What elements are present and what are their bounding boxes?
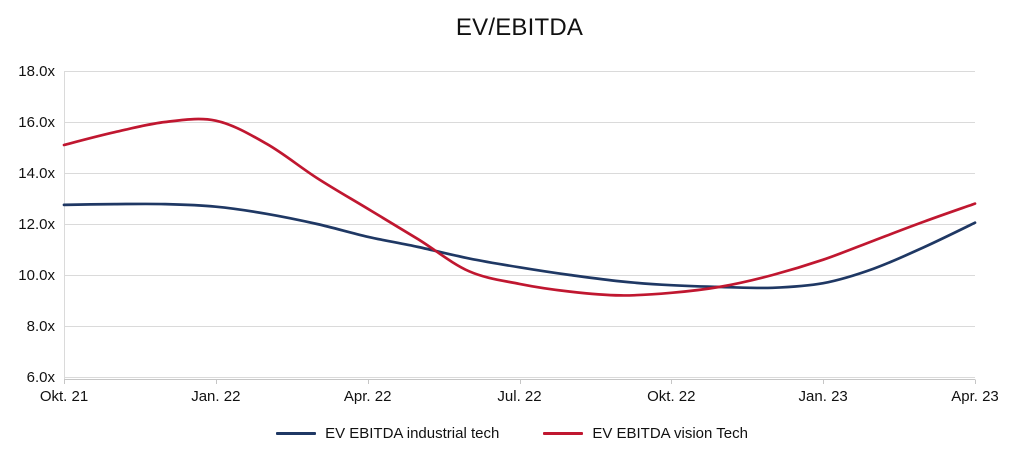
chart-title: EV/EBITDA [455,14,584,41]
x-axis-tick-label: Okt. 21 [40,388,88,405]
x-axis-tick-label: Jan. 23 [799,388,848,405]
y-axis-tick-label: 10.0x [18,267,55,284]
y-axis-tick-label: 16.0x [18,114,55,131]
y-axis-tick-label: 8.0x [27,318,56,335]
series-line-industrial-tech [62,202,977,290]
x-axis-tick-label: Apr. 22 [344,388,392,405]
legend-label: EV EBITDA vision Tech [592,425,748,442]
y-axis-tick-label: 14.0x [18,165,55,182]
y-axis-tick-label: 6.0x [27,369,56,386]
legend-line-swatch [543,432,584,435]
x-axis-tick-label: Okt. 22 [647,388,695,405]
y-axis-tick-label: 18.0x [18,63,55,80]
legend-label: EV EBITDA industrial tech [325,425,500,442]
x-axis-tick-label: Jan. 22 [191,388,240,405]
legend-item: EV EBITDA industrial tech [276,425,499,442]
series-line-vision-tech [62,117,977,297]
legend-item: EV EBITDA vision Tech [543,425,748,442]
y-axis-tick-label: 12.0x [18,216,55,233]
x-axis-tick-label: Jul. 22 [497,388,541,405]
legend-line-swatch [276,432,317,435]
x-axis-tick-label: Apr. 23 [951,388,999,405]
legend: EV EBITDA industrial tech EV EBITDA visio… [0,425,1024,442]
